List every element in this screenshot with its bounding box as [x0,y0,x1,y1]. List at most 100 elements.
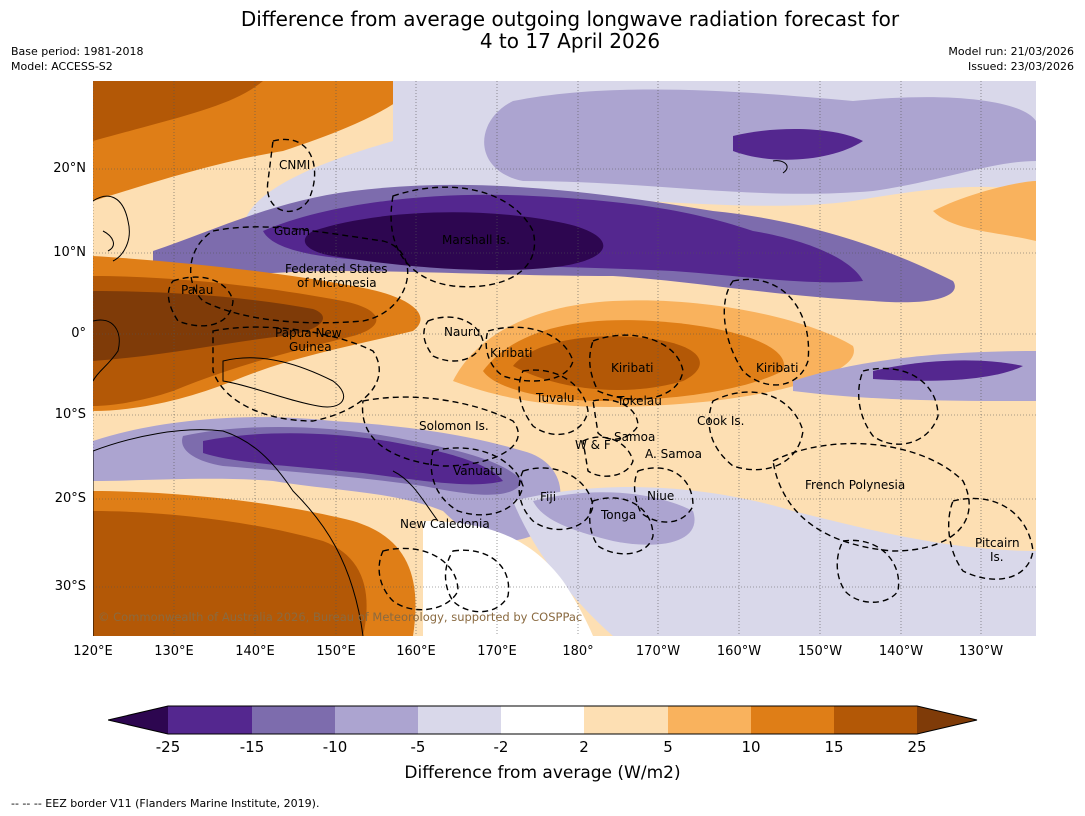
region-label-marshall: Marshall Is. [442,233,510,247]
colorbar-tick-4: -2 [493,738,509,756]
colorbar-tick-2: -10 [322,738,348,756]
eez-fiji [518,467,594,531]
eez-cook [708,391,804,471]
region-label-png-2: Guinea [289,340,332,354]
region-label-vanuatu: Vanuatu [453,464,503,478]
lon-label-140e: 140°E [235,644,275,659]
eez-borders [167,138,1034,613]
lat-label-equator: 0° [71,326,86,341]
colorbar-bin-7 [668,706,751,734]
colorbar-title: Difference from average (W/m2) [404,763,681,783]
anomaly-sw-brown [93,511,367,636]
lat-label-30s: 30°S [54,579,86,594]
colorbar-tick-1: -15 [239,738,265,756]
colorbar-border [108,705,978,735]
colorbar-bin-5 [501,706,584,734]
region-label-nauru: Nauru [444,325,481,339]
lat-label-20s: 20°S [54,491,86,506]
hawaii-outline [772,160,788,174]
region-label-tuvalu: Tuvalu [536,391,575,405]
lon-label-170w: 170°W [635,644,681,659]
colorbar-tick-0: -25 [155,738,181,756]
lon-label-150e: 150°E [316,644,356,659]
colorbar-bin-8 [751,706,834,734]
eez-kiribati-east [723,278,810,386]
eez-french-polynesia [772,442,970,552]
lon-label-160e: 160°E [396,644,436,659]
lon-label-170e: 170°E [477,644,517,659]
region-label-pitcairn-2: Is. [990,550,1004,564]
issued-date: Issued: 23/03/2026 [967,60,1074,73]
anomaly-east-equator-dark [873,360,1023,381]
indonesia-outline [93,319,120,382]
eez-nauru [423,316,484,362]
colorbar-bin-3 [335,706,418,734]
region-label-palau: Palau [181,283,214,297]
region-label-kiribati-west: Kiribati [490,346,533,360]
region-label-new-caledonia: New Caledonia [400,517,490,531]
colorbar-bin-1 [168,706,252,734]
new-caledonia-outline [392,470,439,522]
colorbar-tick-5: 2 [579,738,589,756]
eez-footnote: -- -- -- EEZ border V11 (Flanders Marine… [11,797,320,810]
colorbar-tick-8: 15 [824,738,844,756]
lon-label-130e: 130°E [154,644,194,659]
eez-norfolk [378,547,459,611]
region-label-pitcairn-1: Pitcairn [975,536,1020,550]
philippines-outline [93,195,130,262]
anomaly-ne-orange [933,181,1036,241]
copyright-notice: © Commonwealth of Australia 2026, Bureau… [98,610,583,624]
eez-austral [836,539,900,603]
region-label-fsm-1: Federated States [285,262,388,276]
anomaly-marshall-core [304,212,604,271]
eez-tonga [589,497,654,555]
coastlines [93,160,788,636]
model-name: Model: ACCESS-S2 [11,60,113,73]
region-label-cook: Cook Is. [697,414,745,428]
map-panel [93,81,1036,636]
colorbar-arrow-high [917,706,977,734]
anomaly-tonga-light [533,492,695,545]
graticule [93,81,1036,636]
colorbar-tick-9: 25 [907,738,927,756]
colorbar-outline [108,705,978,735]
colorbar-bin-2 [252,706,335,734]
region-label-niue: Niue [647,489,675,503]
anomaly-central-core [513,336,700,390]
lon-label-150w: 150°W [797,644,843,659]
region-label-wallis: W & F [575,438,611,452]
model-run: Model run: 21/03/2026 [948,45,1074,58]
chart-title: Difference from average outgoing longwav… [0,8,1085,52]
meta-right: Model run: 21/03/2026 Issued: 23/03/2026 [948,44,1074,74]
lon-label-160w: 160°W [716,644,762,659]
colorbar-bin-4 [418,706,501,734]
anomaly-png-core [93,291,323,361]
region-label-kiribati-east: Kiribati [756,361,799,375]
region-label-guam: Guam [274,224,310,238]
region-label-french-polynesia: French Polynesia [805,478,906,492]
region-label-tonga: Tonga [601,508,637,522]
anomaly-spcz-dark [203,433,503,485]
lat-label-10n: 10°N [53,245,86,260]
title-line-2: 4 to 17 April 2026 [479,29,661,53]
eez-kermadec [444,549,510,613]
eez-wallis [582,436,634,477]
australia-outline [93,429,364,636]
new-guinea-outline [222,357,345,408]
eez-fsm [189,226,409,324]
eez-palau [167,276,234,327]
lon-label-130w: 130°W [958,644,1004,659]
region-label-cnmi: CNMI [279,158,311,172]
lon-label-180: 180° [562,644,594,659]
region-label-solomon: Solomon Is. [419,419,489,433]
lon-label-120e: 120°E [73,644,113,659]
region-label-png-1: Papua New [275,326,342,340]
lon-label-140w: 140°W [878,644,924,659]
lat-label-10s: 10°S [54,407,86,422]
eez-kiribati-west [485,326,574,382]
eez-marquesas [858,367,939,445]
colorbar-bin-9 [834,706,917,734]
region-label-tokelau: Tokelau [617,394,662,408]
lat-label-20n: 20°N [53,161,86,176]
colorbar-arrow-low [108,706,168,734]
